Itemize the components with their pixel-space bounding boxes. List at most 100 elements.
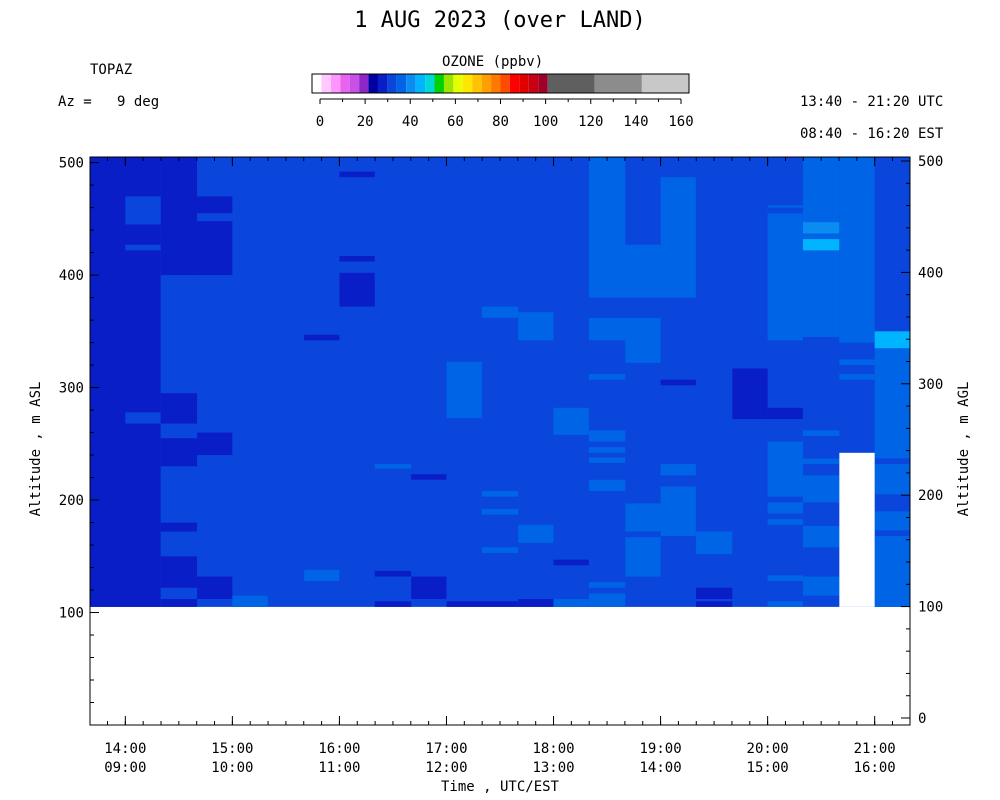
heatmap-cell bbox=[374, 570, 412, 577]
heatmap-cell bbox=[518, 312, 554, 341]
y-left-tick-label: 100 bbox=[59, 606, 84, 622]
heatmap-cell bbox=[802, 576, 840, 596]
heatmap-cell bbox=[874, 165, 910, 195]
colorbar-bin bbox=[528, 74, 539, 93]
x-tick-label-utc: 15:00 bbox=[211, 741, 253, 757]
heatmap-cell bbox=[802, 430, 840, 436]
x-tick-label-est: 09:00 bbox=[104, 760, 146, 776]
heatmap-cell bbox=[90, 157, 161, 607]
heatmap-cell bbox=[125, 196, 161, 225]
chart-title: 1 AUG 2023 (over LAND) bbox=[354, 8, 646, 33]
heatmap-cell bbox=[339, 255, 375, 262]
heatmap-cell bbox=[197, 432, 233, 439]
heatmap-cell bbox=[660, 486, 696, 537]
colorbar-bin bbox=[349, 74, 360, 93]
heatmap-cell bbox=[767, 207, 803, 214]
colorbar-border bbox=[311, 73, 690, 94]
x-tick-label-utc: 17:00 bbox=[425, 741, 467, 757]
y-right-tick-label: 100 bbox=[918, 600, 943, 616]
heatmap-cell bbox=[767, 407, 803, 420]
colorbar-bin bbox=[368, 74, 378, 93]
colorbar-tick-label: 40 bbox=[402, 114, 419, 130]
x-tick-label-est: 11:00 bbox=[318, 760, 360, 776]
colorbar-tick-label: 80 bbox=[492, 114, 509, 130]
heatmap-cell bbox=[160, 477, 198, 523]
y-left-tick-label: 200 bbox=[59, 493, 84, 509]
heatmap-cell bbox=[304, 334, 340, 341]
heatmap-cell bbox=[481, 306, 519, 318]
colorbar-bin bbox=[509, 74, 520, 93]
heatmap-cell bbox=[874, 331, 910, 349]
heatmap-cell bbox=[125, 412, 161, 424]
x-tick-label-est: 10:00 bbox=[211, 760, 253, 776]
heatmap-cell bbox=[588, 457, 626, 463]
heatmap-cell bbox=[625, 503, 661, 532]
heatmap-cell bbox=[874, 342, 910, 607]
heatmap-cell bbox=[839, 157, 875, 343]
heatmap-cell bbox=[125, 244, 161, 251]
y-right-tick-label: 400 bbox=[918, 265, 943, 281]
colorbar-tick-label: 0 bbox=[316, 114, 324, 130]
colorbar-bin bbox=[312, 74, 322, 93]
colorbar-tick-label: 140 bbox=[623, 114, 648, 130]
y-right-tick-label: 0 bbox=[918, 711, 926, 727]
heatmap-cell bbox=[625, 244, 661, 298]
azimuth-label: Az = 9 deg bbox=[58, 94, 160, 110]
utc-time-range: 13:40 - 21:20 UTC bbox=[800, 94, 944, 110]
heatmap-cell bbox=[839, 359, 875, 366]
colorbar-tick-label: 100 bbox=[533, 114, 558, 130]
instrument-name: TOPAZ bbox=[90, 62, 133, 78]
heatmap-cell bbox=[695, 587, 733, 600]
heatmap-cell bbox=[660, 177, 696, 298]
heatmap-cell bbox=[588, 317, 626, 341]
colorbar-label: OZONE (ppbv) bbox=[442, 54, 544, 70]
colorbar-bin bbox=[434, 74, 444, 93]
colorbar-tick-label: 160 bbox=[668, 114, 693, 130]
x-tick-label-est: 16:00 bbox=[854, 760, 896, 776]
heatmap-cell bbox=[874, 530, 910, 537]
colorbar-bin bbox=[406, 74, 416, 93]
x-tick-label-est: 13:00 bbox=[532, 760, 574, 776]
heatmap-cell bbox=[197, 221, 233, 276]
heatmap-cell bbox=[767, 441, 803, 497]
heatmap-cell bbox=[518, 599, 554, 607]
colorbar-bin bbox=[321, 74, 331, 93]
heatmap-cell bbox=[411, 474, 447, 480]
x-tick-label-utc: 14:00 bbox=[104, 741, 146, 757]
heatmap-cell bbox=[411, 576, 447, 600]
heatmap-cells bbox=[90, 157, 910, 607]
colorbar-bin bbox=[425, 74, 435, 93]
heatmap-cell bbox=[732, 368, 768, 420]
heatmap-cell bbox=[339, 171, 375, 178]
heatmap-cell bbox=[767, 575, 803, 582]
colorbar-bin bbox=[359, 74, 369, 93]
colorbar-bin bbox=[481, 74, 492, 93]
heatmap-cell bbox=[588, 582, 626, 588]
heatmap-cell bbox=[160, 157, 198, 276]
colorbar-bin bbox=[594, 74, 642, 93]
heatmap-cell bbox=[197, 196, 233, 214]
colorbar-bin bbox=[330, 74, 341, 93]
heatmap-cell bbox=[588, 374, 626, 380]
heatmap-cell bbox=[588, 447, 626, 453]
colorbar-bin bbox=[641, 74, 689, 93]
y-axis-left: 100 200 300 400 500 bbox=[59, 156, 99, 704]
heatmap-cell bbox=[160, 466, 198, 478]
heatmap-cell bbox=[518, 524, 554, 543]
heatmap-cell bbox=[374, 464, 412, 469]
heatmap-cell bbox=[481, 509, 519, 515]
colorbar-bin bbox=[387, 74, 397, 93]
heatmap-cell bbox=[767, 502, 803, 514]
heatmap-cell bbox=[802, 222, 840, 234]
heatmap-cell bbox=[197, 576, 233, 600]
x-tick-label-utc: 16:00 bbox=[318, 741, 360, 757]
heatmap-cell bbox=[695, 531, 733, 555]
y-right-tick-label: 200 bbox=[918, 488, 943, 504]
heatmap-cell bbox=[625, 317, 661, 363]
y-axis-right: 0 100 200 300 400 500 bbox=[901, 154, 943, 727]
colorbar-tick-label: 20 bbox=[357, 114, 374, 130]
heatmap-cell bbox=[374, 601, 412, 607]
colorbar-bin bbox=[377, 74, 388, 93]
heatmap-cell bbox=[767, 601, 803, 607]
